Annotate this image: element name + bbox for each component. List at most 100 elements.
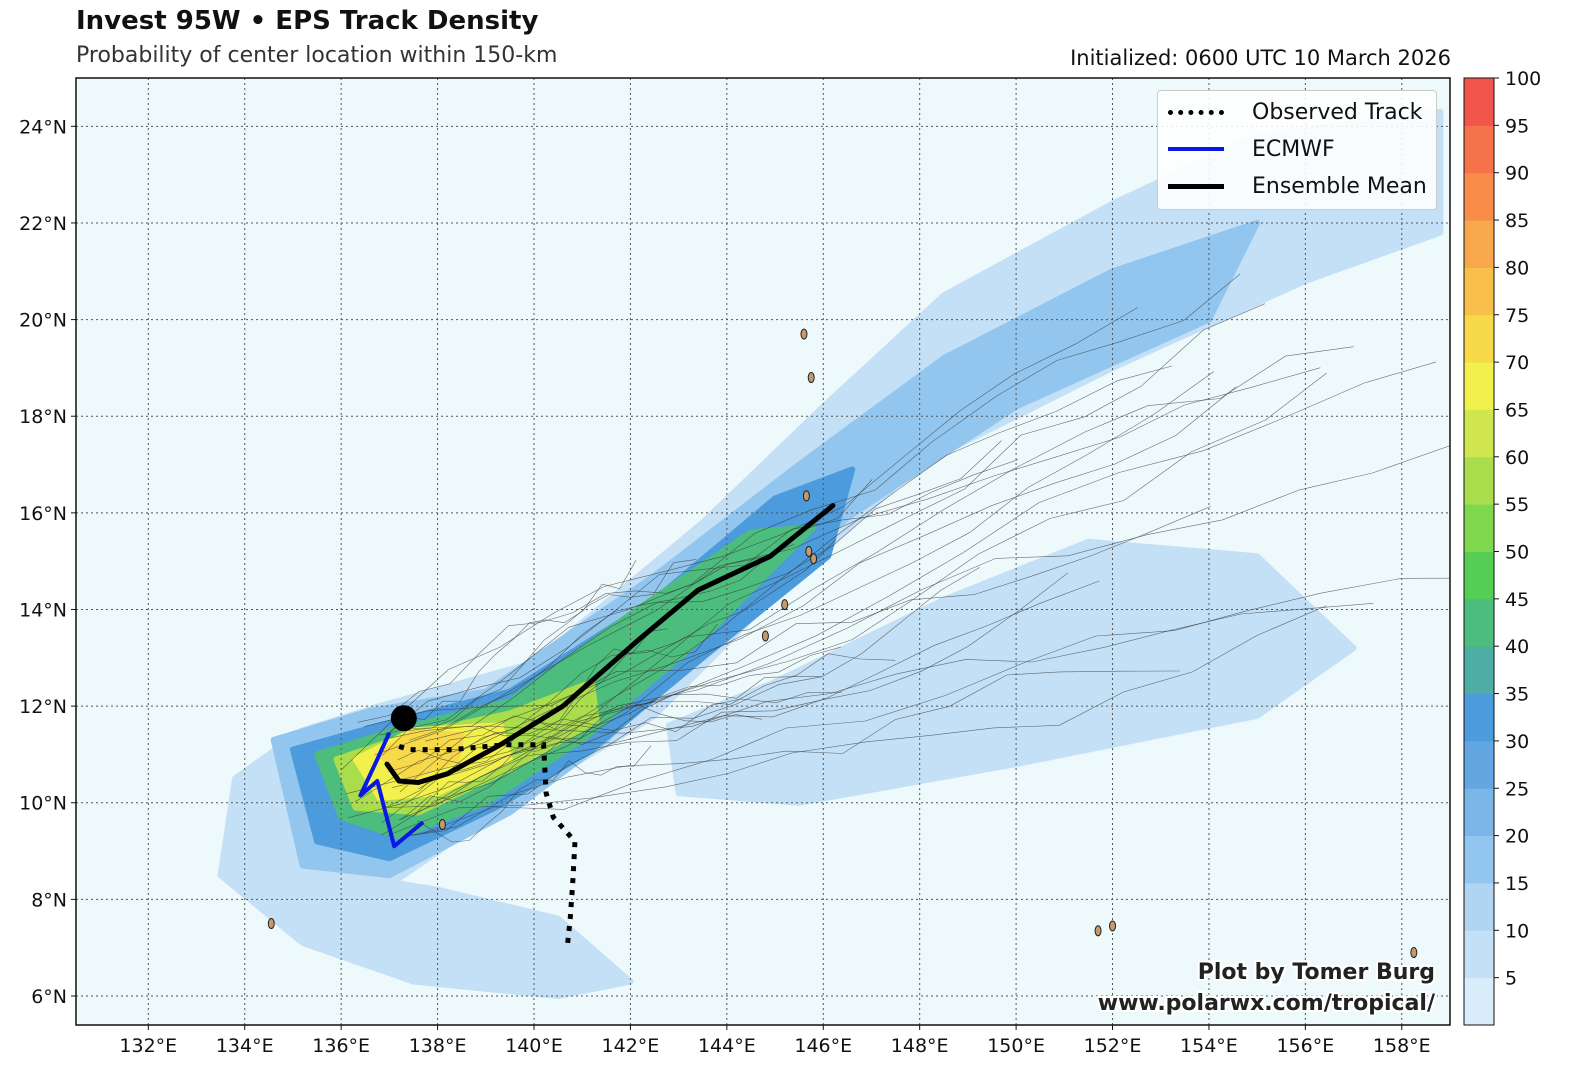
lon-tick-label: 150°E: [987, 1035, 1045, 1057]
legend-label-observed: Observed Track: [1252, 99, 1423, 125]
colorbar-swatch: [1464, 314, 1494, 363]
chart-title: Invest 95W • EPS Track Density: [76, 6, 539, 36]
ecmwf-track: [358, 731, 425, 849]
island-icon: [807, 372, 815, 384]
lon-tick-label: 158°E: [1373, 1035, 1431, 1057]
colorbar-tick-label: 45: [1505, 589, 1529, 611]
colorbar-swatch: [1464, 409, 1494, 458]
colorbar-swatch: [1464, 456, 1494, 505]
colorbar-tick-label: 50: [1505, 542, 1529, 564]
member-track: [411, 603, 1374, 734]
lat-tick-label: 10°N: [19, 793, 67, 815]
island-icon: [267, 918, 275, 930]
member-track: [381, 365, 1173, 824]
member-track: [422, 577, 1450, 834]
member-track: [405, 567, 980, 837]
lat-tick-label: 24°N: [19, 116, 67, 138]
credit-author: Plot by Tomer Burg: [1197, 960, 1435, 985]
colorbar-tick-label: 55: [1505, 494, 1529, 516]
island-icon: [438, 818, 446, 830]
member-track: [341, 307, 1138, 770]
lat-tick-label: 14°N: [19, 599, 67, 621]
colorbar-swatch: [1464, 930, 1494, 979]
member-track: [387, 572, 1069, 808]
black-line-icon: [1168, 183, 1224, 189]
member-track: [382, 559, 697, 756]
colorbar-tick-label: 20: [1505, 826, 1529, 848]
island-icon: [810, 553, 818, 565]
colorbar-tick-label: 40: [1505, 636, 1529, 658]
colorbar-swatch: [1464, 598, 1494, 647]
lon-tick-label: 154°E: [1180, 1035, 1238, 1057]
longitude-tick-labels: 132°E 134°E 136°E 138°E 140°E 142°E 144°E 146°E…: [119, 1035, 1430, 1057]
colorbar-tick-label: 60: [1505, 447, 1529, 469]
colorbar-tick-label: 30: [1505, 731, 1529, 753]
colorbar-tick-label: 15: [1505, 873, 1529, 895]
lat-tick-label: 12°N: [19, 696, 67, 718]
lat-tick-label: 8°N: [31, 889, 67, 911]
colorbar-swatch: [1464, 977, 1494, 1026]
density-contour-5: [217, 867, 634, 999]
colorbar-tick-label: 10: [1505, 920, 1529, 942]
colorbar-swatch: [1464, 788, 1494, 837]
island-icon: [781, 599, 789, 611]
colorbar-tick-label: 85: [1505, 210, 1529, 232]
island-icon: [805, 546, 813, 557]
credit-url: www.polarwx.com/tropical/: [1097, 991, 1435, 1016]
member-track: [381, 372, 1327, 836]
colorbar-swatch: [1464, 835, 1494, 884]
colorbar-swatch: [1464, 693, 1494, 742]
colorbar-tick-label: 5: [1505, 968, 1517, 990]
legend-item-mean: Ensemble Mean: [1168, 171, 1427, 201]
member-track: [383, 440, 1002, 740]
legend-item-observed: Observed Track: [1168, 97, 1422, 127]
lat-tick-label: 6°N: [31, 986, 67, 1008]
island-icon: [1410, 947, 1418, 959]
ensemble-mean-track: [384, 503, 836, 785]
lat-tick-label: 22°N: [19, 213, 67, 235]
member-track: [346, 361, 1437, 795]
islands: [267, 328, 1418, 959]
island-icon: [1109, 920, 1117, 932]
colorbar-tick-label: 95: [1505, 115, 1529, 137]
lon-tick-label: 138°E: [409, 1035, 467, 1057]
island-icon: [1094, 925, 1102, 937]
member-track: [385, 459, 1018, 736]
legend-label-mean: Ensemble Mean: [1252, 173, 1427, 199]
island-icon: [802, 490, 810, 502]
lon-tick-label: 152°E: [1084, 1035, 1142, 1057]
lon-tick-label: 148°E: [891, 1035, 949, 1057]
member-track: [405, 670, 1180, 837]
colorbar-swatch: [1464, 78, 1494, 126]
colorbar-tick-label: 70: [1505, 352, 1529, 374]
colorbar-swatch: [1464, 362, 1494, 410]
colorbar-tick-label: 75: [1505, 305, 1529, 327]
lon-tick-label: 156°E: [1276, 1035, 1334, 1057]
observed-track: [393, 742, 578, 944]
plot-frame: [75, 77, 1451, 1026]
colorbar-swatch: [1464, 220, 1494, 268]
track-lines: [358, 503, 836, 944]
colorbar-swatch: [1464, 172, 1494, 221]
lat-tick-label: 16°N: [19, 503, 67, 525]
island-icon: [800, 328, 808, 340]
density-contour-5: [666, 538, 1357, 806]
colorbar-tick-label: 90: [1505, 163, 1529, 185]
colorbar-tick-label: 25: [1505, 778, 1529, 800]
lat-tick-label: 18°N: [19, 406, 67, 428]
member-track: [354, 386, 1237, 803]
initialized-time: Initialized: 0600 UTC 10 March 2026: [1070, 46, 1451, 70]
lon-tick-label: 140°E: [505, 1035, 563, 1057]
lon-tick-label: 136°E: [312, 1035, 370, 1057]
member-track: [432, 303, 1266, 802]
member-track: [374, 367, 1321, 756]
colorbar-swatch: [1464, 267, 1494, 316]
colorbar-tick-label: 35: [1505, 684, 1529, 706]
member-track: [390, 560, 637, 732]
member-track: [417, 745, 652, 843]
colorbar-tick-label: 100: [1505, 68, 1541, 90]
colorbar-swatch: [1464, 125, 1494, 174]
colorbar-swatch: [1464, 740, 1494, 789]
lat-tick-label: 20°N: [19, 310, 67, 332]
